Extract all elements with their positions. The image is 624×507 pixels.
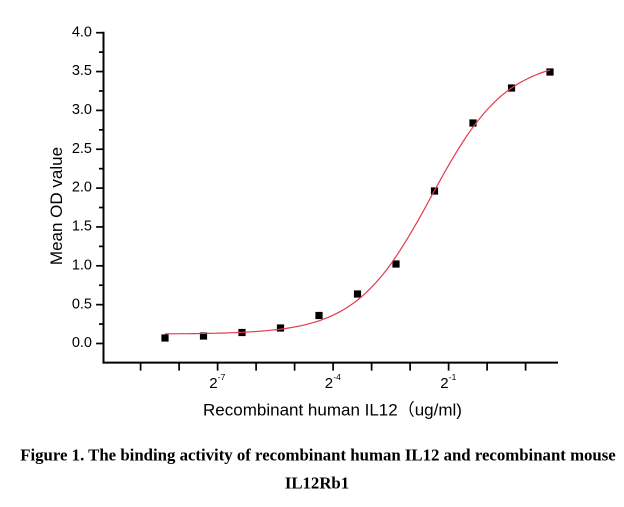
svg-text:2: 2	[325, 375, 333, 392]
svg-text:1.5: 1.5	[72, 219, 92, 235]
svg-text:2.5: 2.5	[72, 141, 92, 157]
svg-text:3.5: 3.5	[72, 63, 92, 79]
svg-text:2: 2	[440, 375, 448, 392]
svg-text:2: 2	[209, 375, 217, 392]
svg-text:-1: -1	[449, 372, 457, 382]
svg-text:0.5: 0.5	[72, 296, 92, 312]
svg-text:0.0: 0.0	[72, 335, 92, 351]
svg-text:2.0: 2.0	[72, 180, 92, 196]
svg-text:3.0: 3.0	[72, 102, 92, 118]
svg-text:Recombinant human IL12（ug/ml): Recombinant human IL12（ug/ml)	[203, 401, 462, 420]
svg-text:IL12Rb1: IL12Rb1	[285, 474, 349, 493]
svg-text:Figure 1. The binding activity: Figure 1. The binding activity of recomb…	[20, 446, 616, 465]
svg-text:-7: -7	[218, 372, 226, 382]
svg-text:4.0: 4.0	[72, 24, 92, 40]
svg-text:-4: -4	[333, 372, 341, 382]
svg-text:1.0: 1.0	[72, 257, 92, 273]
svg-text:Mean OD value: Mean OD value	[47, 147, 66, 265]
